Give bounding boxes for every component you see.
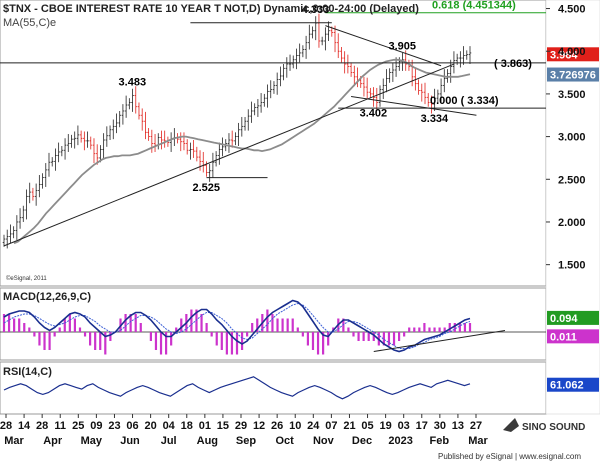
x-day-label: 15 xyxy=(217,420,229,432)
rsi-value-badge: 61.062 xyxy=(550,380,584,392)
x-day-label: 12 xyxy=(253,420,265,432)
x-month-label: Nov xyxy=(313,435,335,447)
x-day-label: 29 xyxy=(235,420,247,432)
current-price-badge: 3.964 xyxy=(550,49,578,61)
price-ytick-label: 4.500 xyxy=(558,4,586,16)
macd-signal-badge-bg xyxy=(547,329,599,344)
x-day-label: 21 xyxy=(343,420,355,432)
macd-trendline xyxy=(373,330,506,352)
x-month-label: Apr xyxy=(43,435,63,447)
ma-label: MA(55,C)e xyxy=(3,17,56,29)
support-trendline xyxy=(3,63,455,247)
x-day-label: 27 xyxy=(470,420,482,432)
x-month-label: Sep xyxy=(236,435,256,447)
x-day-label: 01 xyxy=(199,420,211,432)
x-day-label: 06 xyxy=(126,420,138,432)
y-axis-area xyxy=(545,0,600,415)
logo: SINO SOUND xyxy=(503,418,585,433)
x-month-label: Aug xyxy=(197,435,218,447)
price-level-label: 3.905 xyxy=(389,40,417,52)
price-level-label: 3.334 xyxy=(421,113,449,125)
x-month-label: Jul xyxy=(161,435,177,447)
x-day-label: 11 xyxy=(54,420,66,432)
x-day-label: 10 xyxy=(289,420,301,432)
x-month-label: 2023 xyxy=(388,435,412,447)
x-day-label: 09 xyxy=(90,420,102,432)
x-month-label: Oct xyxy=(275,435,294,447)
macd-value-badge-bg xyxy=(547,310,599,325)
logo-text: SINO SOUND xyxy=(522,422,585,433)
x-day-label: 23 xyxy=(108,420,120,432)
rsi-layer: 61.062 xyxy=(3,376,599,400)
x-month-label: Mar xyxy=(468,435,488,447)
ma-value-badge: 3.726976 xyxy=(550,70,596,82)
price-ytick-label: 2.000 xyxy=(558,217,586,229)
macd-label: MACD(12,26,9,C) xyxy=(3,291,91,303)
downtrend-lower-line xyxy=(351,95,477,116)
x-day-label: 25 xyxy=(72,420,84,432)
x-day-label: 28 xyxy=(0,420,12,432)
price-ytick-label: 1.500 xyxy=(558,260,586,272)
macd-layer: 0.094 0.011 xyxy=(0,299,599,355)
current-price-badge-bg xyxy=(547,47,599,62)
price-panel xyxy=(0,0,547,287)
price-ytick-label: 3.000 xyxy=(558,132,586,144)
price-ytick-label: 2.500 xyxy=(558,174,586,186)
copyright: ©eSignal, 2011 xyxy=(6,275,47,282)
fib-label: 0.618 (4.451344) xyxy=(432,0,516,12)
rsi-line xyxy=(3,376,471,400)
x-day-label: 19 xyxy=(379,420,391,432)
x-day-label: 20 xyxy=(144,420,156,432)
rsi-value-badge-bg xyxy=(547,377,599,392)
macd-signal-badge: 0.011 xyxy=(550,331,577,343)
rsi-label: RSI(14,C) xyxy=(3,366,52,378)
rsi-panel xyxy=(0,361,547,415)
x-month-label: Dec xyxy=(352,435,372,447)
x-month-label: May xyxy=(81,435,103,447)
price-level-label: 3.483 xyxy=(119,76,147,88)
footer-bar xyxy=(0,448,600,464)
axis-layer: 1.500 2.000 2.500 3.000 3.500 4.000 4.500 28 14 2… xyxy=(0,4,586,447)
footer-text: Published by eSignal | www.esignal.com xyxy=(438,452,581,461)
price-ytick-label: 3.500 xyxy=(558,89,586,101)
x-day-label: 05 xyxy=(361,420,373,432)
logo-mark-icon xyxy=(503,418,519,432)
ma-line xyxy=(13,58,471,245)
x-month-label: Feb xyxy=(430,435,450,447)
x-day-label: 28 xyxy=(36,420,48,432)
x-day-label: 14 xyxy=(18,420,31,432)
x-day-label: 13 xyxy=(452,420,464,432)
x-day-label: 04 xyxy=(163,420,176,432)
chart-title: $TNX - CBOE INTEREST RATE 10 YEAR T NOT,… xyxy=(3,3,419,15)
resistance-trendline xyxy=(325,25,442,67)
x-day-label: 24 xyxy=(307,420,320,432)
x-day-label: 26 xyxy=(271,420,283,432)
x-day-label: 03 xyxy=(398,420,410,432)
ma-value-badge-bg xyxy=(547,67,599,82)
x-month-label: Mar xyxy=(4,435,24,447)
fib-label: ( 3.863) xyxy=(494,58,532,70)
x-day-label: 07 xyxy=(325,420,337,432)
x-day-label: 18 xyxy=(181,420,193,432)
fib-label: 0.000 ( 3.334) xyxy=(430,95,499,107)
price-level-label: 3.402 xyxy=(360,107,388,119)
price-layer: 4.333 3.483 3.905 3.402 3.334 2.525 0.618 (4.4… xyxy=(0,0,599,249)
x-day-label: 30 xyxy=(434,420,446,432)
price-level-label: 4.333 xyxy=(302,4,330,16)
price-level-label: 2.525 xyxy=(192,182,220,194)
macd-value-badge: 0.094 xyxy=(550,313,578,325)
x-day-label: 17 xyxy=(416,420,428,432)
x-month-label: Jun xyxy=(120,435,140,447)
price-ytick-label: 4.000 xyxy=(558,46,586,58)
